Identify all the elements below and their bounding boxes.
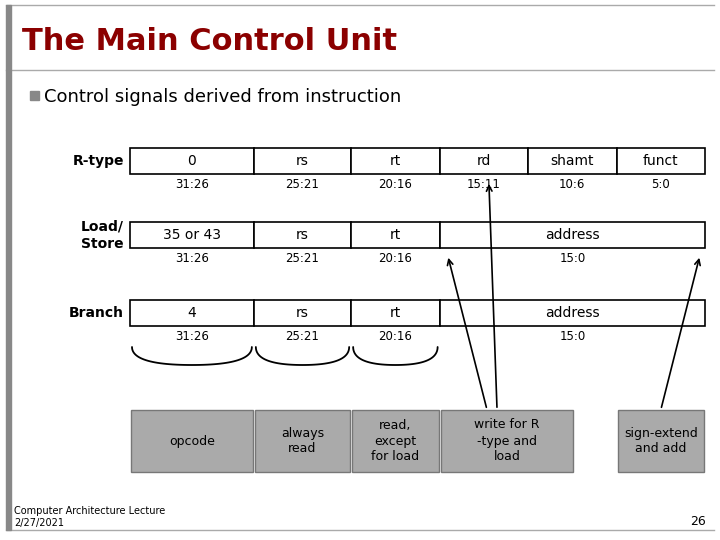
Text: opcode: opcode bbox=[169, 435, 215, 448]
Text: 35 or 43: 35 or 43 bbox=[163, 228, 221, 242]
Text: 31:26: 31:26 bbox=[175, 253, 209, 266]
Text: 0: 0 bbox=[187, 154, 197, 168]
Bar bbox=[130, 300, 254, 326]
Text: 25:21: 25:21 bbox=[286, 179, 320, 192]
Text: R-type: R-type bbox=[73, 154, 124, 168]
Text: address: address bbox=[545, 306, 600, 320]
Text: Branch: Branch bbox=[69, 306, 124, 320]
Text: 31:26: 31:26 bbox=[175, 179, 209, 192]
Bar bbox=[616, 148, 705, 174]
Text: 20:16: 20:16 bbox=[379, 253, 413, 266]
Text: Load/
Store: Load/ Store bbox=[81, 219, 124, 251]
Text: 15:11: 15:11 bbox=[467, 179, 501, 192]
Bar bbox=[618, 410, 704, 472]
Text: rt: rt bbox=[390, 154, 401, 168]
Text: rt: rt bbox=[390, 228, 401, 242]
Bar bbox=[254, 300, 351, 326]
Bar bbox=[130, 148, 254, 174]
Text: rs: rs bbox=[296, 228, 309, 242]
Text: 10:6: 10:6 bbox=[559, 179, 585, 192]
Bar bbox=[30, 91, 39, 100]
Text: rs: rs bbox=[296, 154, 309, 168]
Text: shamt: shamt bbox=[551, 154, 594, 168]
Text: 20:16: 20:16 bbox=[379, 330, 413, 343]
Text: 15:0: 15:0 bbox=[559, 330, 585, 343]
Text: rd: rd bbox=[477, 154, 491, 168]
Bar bbox=[254, 148, 351, 174]
Text: sign-extend
and add: sign-extend and add bbox=[624, 427, 698, 456]
Text: 25:21: 25:21 bbox=[286, 330, 320, 343]
Text: The Main Control Unit: The Main Control Unit bbox=[22, 28, 397, 57]
Text: funct: funct bbox=[643, 154, 678, 168]
Bar bbox=[440, 300, 705, 326]
Text: 31:26: 31:26 bbox=[175, 330, 209, 343]
Text: 5:0: 5:0 bbox=[652, 179, 670, 192]
Text: 25:21: 25:21 bbox=[286, 253, 320, 266]
Bar bbox=[130, 222, 254, 248]
Bar bbox=[255, 410, 350, 472]
Text: Control signals derived from instruction: Control signals derived from instruction bbox=[44, 88, 401, 106]
Bar bbox=[528, 148, 616, 174]
Text: Computer Architecture Lecture
2/27/2021: Computer Architecture Lecture 2/27/2021 bbox=[14, 507, 166, 528]
Bar bbox=[131, 410, 253, 472]
Bar bbox=[6, 5, 11, 530]
Bar bbox=[441, 410, 573, 472]
Text: 4: 4 bbox=[187, 306, 197, 320]
Text: 15:0: 15:0 bbox=[559, 253, 585, 266]
Text: 20:16: 20:16 bbox=[379, 179, 413, 192]
Text: rs: rs bbox=[296, 306, 309, 320]
Text: address: address bbox=[545, 228, 600, 242]
Bar bbox=[352, 410, 438, 472]
Bar bbox=[440, 148, 528, 174]
Bar bbox=[440, 222, 705, 248]
Text: write for R
-type and
load: write for R -type and load bbox=[474, 418, 540, 463]
Text: 26: 26 bbox=[690, 515, 706, 528]
Bar bbox=[351, 148, 440, 174]
Bar bbox=[351, 300, 440, 326]
Bar bbox=[351, 222, 440, 248]
Text: always
read: always read bbox=[281, 427, 324, 456]
Bar bbox=[254, 222, 351, 248]
Text: rt: rt bbox=[390, 306, 401, 320]
Text: read,
except
for load: read, except for load bbox=[372, 418, 420, 463]
